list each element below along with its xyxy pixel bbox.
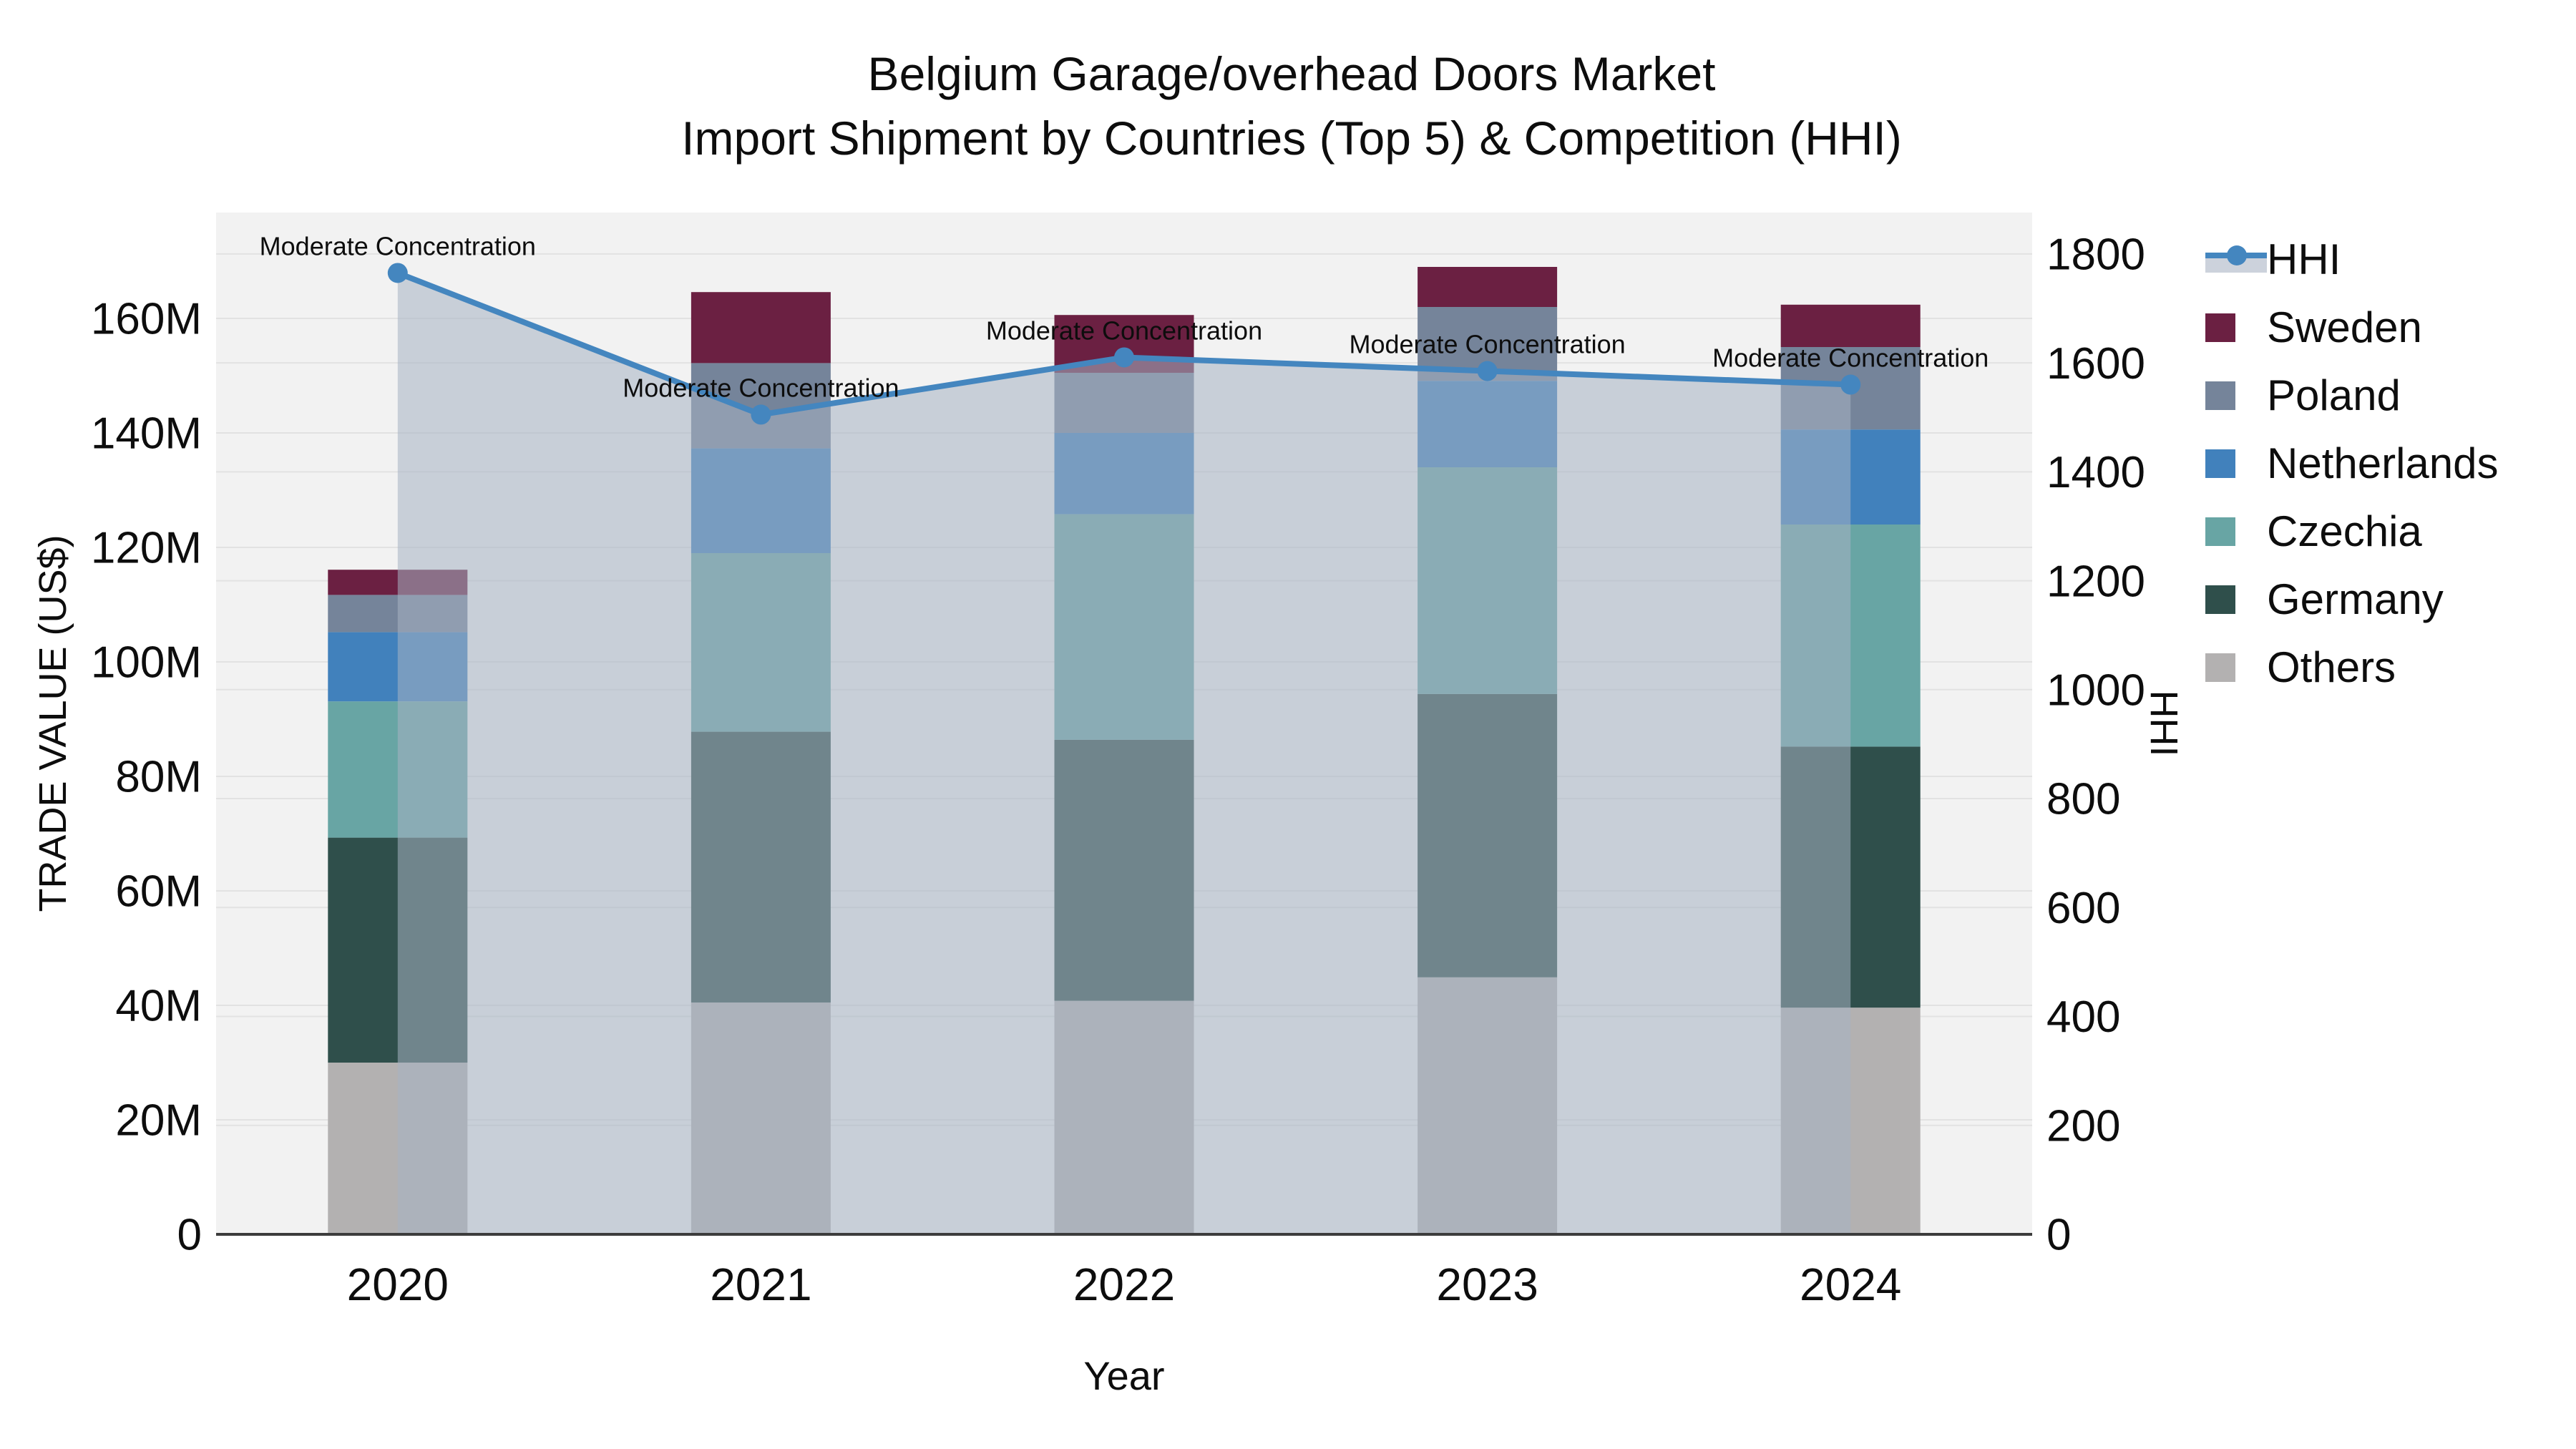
chart-title: Belgium Garage/overhead Doors Market Imp…	[0, 42, 2576, 170]
hhi-marker-2024	[1840, 374, 1861, 395]
y-right-axis-title: HHI	[2142, 691, 2185, 757]
hhi-marker-2023	[1477, 361, 1498, 381]
legend-swatch-germany	[2205, 585, 2235, 614]
chart-title-line2: Import Shipment by Countries (Top 5) & C…	[681, 112, 1902, 165]
y-right-tick-1600: 1600	[2046, 339, 2145, 389]
x-tick-2024: 2024	[1800, 1259, 1901, 1310]
annotation-2024: Moderate Concentration	[1712, 343, 1989, 373]
y-right-tick-1000: 1000	[2046, 666, 2145, 716]
y-left-tick-120M: 120M	[91, 524, 202, 573]
y-right-tick-1400: 1400	[2046, 448, 2145, 497]
hhi-marker-2020	[387, 263, 408, 283]
legend-swatch-poland	[2205, 381, 2235, 410]
chart-title-line1: Belgium Garage/overhead Doors Market	[867, 47, 1716, 100]
y-left-tick-160M: 160M	[91, 295, 202, 344]
legend-swatch-netherlands	[2205, 449, 2235, 478]
bar-segment-sweden-2023	[1418, 267, 1558, 307]
legend-item-czechia[interactable]: Czechia	[2205, 505, 2499, 557]
legend-hhi-line-icon	[2205, 244, 2267, 275]
y-left-tick-40M: 40M	[115, 982, 202, 1031]
y-right-tick-1200: 1200	[2046, 557, 2145, 606]
y-left-tick-0: 0	[177, 1211, 202, 1260]
y-left-axis-title: TRADE VALUE (US$)	[31, 535, 74, 912]
legend-label-netherlands: Netherlands	[2267, 439, 2499, 487]
legend-label-germany: Germany	[2267, 575, 2444, 623]
annotation-2020: Moderate Concentration	[260, 231, 536, 260]
legend-item-germany[interactable]: Germany	[2205, 573, 2499, 625]
bar-segment-sweden-2021	[691, 292, 831, 364]
x-tick-2023: 2023	[1436, 1259, 1538, 1310]
legend-label-czechia: Czechia	[2267, 507, 2422, 555]
y-left-tick-60M: 60M	[115, 867, 202, 917]
legend-label-hhi: HHI	[2267, 235, 2341, 283]
legend-item-hhi[interactable]: HHI	[2205, 233, 2499, 286]
legend-item-others[interactable]: Others	[2205, 641, 2499, 693]
legend-swatch-sweden	[2205, 313, 2235, 342]
y-right-tick-1800: 1800	[2046, 230, 2145, 280]
y-right-tick-600: 600	[2046, 884, 2120, 933]
legend-item-poland[interactable]: Poland	[2205, 369, 2499, 421]
annotation-2022: Moderate Concentration	[986, 316, 1262, 345]
y-left-tick-100M: 100M	[91, 638, 202, 688]
legend-label-others: Others	[2267, 643, 2396, 691]
hhi-area-fill	[397, 273, 1851, 1234]
legend: HHI Sweden Poland Netherlands Czechia Germany…	[2205, 233, 2499, 709]
x-tick-2020: 2020	[347, 1259, 449, 1310]
hhi-marker-2022	[1114, 347, 1134, 368]
x-tick-2021: 2021	[710, 1259, 811, 1310]
y-left-tick-140M: 140M	[91, 409, 202, 459]
annotation-2023: Moderate Concentration	[1349, 330, 1625, 359]
legend-swatch-czechia	[2205, 517, 2235, 546]
legend-label-poland: Poland	[2267, 371, 2401, 419]
bar-segment-sweden-2024	[1780, 304, 1921, 347]
x-axis-title: Year	[1083, 1353, 1164, 1398]
annotation-2021: Moderate Concentration	[623, 373, 899, 402]
x-tick-2022: 2022	[1073, 1259, 1175, 1310]
y-right-tick-800: 800	[2046, 775, 2120, 824]
legend-swatch-others	[2205, 653, 2235, 682]
y-right-tick-400: 400	[2046, 992, 2120, 1042]
y-left-tick-20M: 20M	[115, 1096, 202, 1146]
legend-label-sweden: Sweden	[2267, 303, 2422, 351]
y-left-tick-80M: 80M	[115, 753, 202, 802]
legend-item-netherlands[interactable]: Netherlands	[2205, 437, 2499, 489]
hhi-marker-2021	[751, 404, 771, 425]
legend-item-sweden[interactable]: Sweden	[2205, 301, 2499, 353]
y-right-tick-0: 0	[2046, 1211, 2071, 1260]
y-right-tick-200: 200	[2046, 1101, 2120, 1151]
